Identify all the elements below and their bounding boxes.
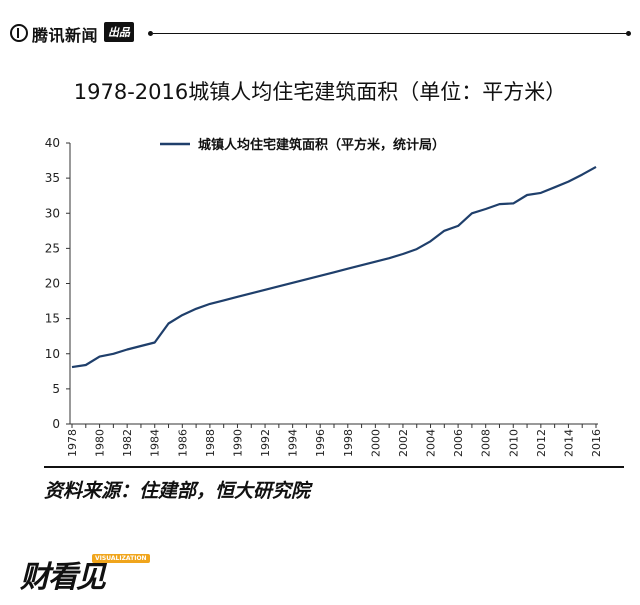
x-tick-label: 1980 [94, 429, 107, 457]
y-tick-label: 35 [45, 171, 60, 185]
x-tick-label: 2010 [507, 429, 520, 457]
x-tick-label: 2012 [535, 429, 548, 457]
chart-ticks: 0 5 10 15 20 25 30 35 40 1978 1980 1982 1984 1986 1988… [45, 136, 603, 457]
line-chart: 0 5 10 15 20 25 30 35 40 1978 1980 1982 1984 1986 1988… [45, 136, 603, 457]
x-tick-label: 1982 [121, 429, 134, 457]
x-tick-label: 1990 [231, 429, 244, 457]
legend-label: 城镇人均住宅建筑面积（平方米，统计局） [198, 137, 445, 153]
y-tick-label: 40 [45, 136, 60, 150]
x-tick-label: 2014 [562, 429, 575, 457]
x-tick-label: 2002 [397, 429, 410, 457]
x-tick-label: 2016 [590, 429, 603, 457]
x-tick-label: 1978 [66, 429, 79, 457]
x-tick-label: 2008 [480, 429, 493, 457]
header-bar: 腾讯新闻 出品 [0, 0, 640, 58]
header-divider-start-dot [148, 31, 153, 36]
chart-axes [69, 143, 598, 425]
x-tick-label: 1984 [149, 429, 162, 457]
x-tick-label: 2004 [425, 429, 438, 457]
y-tick-label: 10 [45, 347, 60, 361]
y-tick-label: 25 [45, 241, 60, 255]
series-line [71, 165, 597, 369]
x-tick-label: 1988 [204, 429, 217, 457]
footer-logo: 财看见 VISUALIZATION [20, 548, 150, 598]
y-tick-label: 30 [45, 206, 60, 220]
footer-logo-tag: VISUALIZATION [92, 554, 150, 563]
source-divider [44, 466, 624, 468]
tencent-news-logo-icon [10, 24, 28, 42]
brand-name: 腾讯新闻 [32, 26, 99, 45]
x-tick-label: 1996 [314, 429, 327, 457]
header-divider-end-dot [626, 31, 631, 36]
y-tick-label: 0 [52, 417, 60, 431]
data-source: 资料来源：住建部，恒大研究院 [44, 480, 311, 502]
x-tick-label: 1992 [259, 429, 272, 457]
chart-legend: 城镇人均住宅建筑面积（平方米，统计局） [160, 137, 445, 153]
y-tick-label: 20 [45, 277, 60, 291]
x-tick-label: 1994 [287, 429, 300, 457]
x-tick-label: 2006 [452, 429, 465, 457]
y-tick-label: 5 [52, 382, 60, 396]
chart-series [71, 165, 597, 369]
brand-badge: 出品 [104, 22, 134, 42]
header-divider-line [153, 33, 628, 34]
y-tick-label: 15 [45, 312, 60, 326]
footer-logo-text: 财看见 [20, 560, 106, 595]
chart-title: 1978-2016城镇人均住宅建筑面积（单位：平方米） [73, 80, 567, 104]
x-tick-label: 2000 [369, 429, 382, 457]
x-tick-label: 1986 [176, 429, 189, 457]
x-tick-label: 1998 [342, 429, 355, 457]
